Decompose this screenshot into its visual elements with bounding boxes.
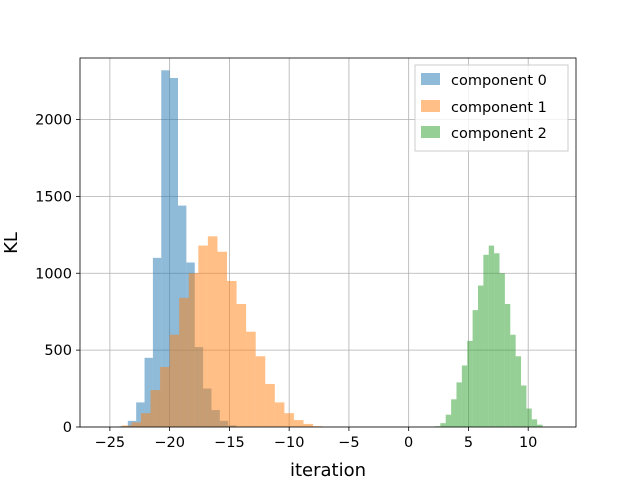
histogram-bar <box>456 382 462 427</box>
histogram-bar <box>160 367 170 427</box>
legend-swatch-component-0 <box>421 73 440 85</box>
x-tick-label: −5 <box>338 435 359 451</box>
series-component-2 <box>434 245 543 427</box>
histogram-bar <box>136 402 145 427</box>
y-tick-label: 0 <box>63 420 72 436</box>
histogram-bar <box>488 245 495 427</box>
plot-frame <box>79 57 577 428</box>
histogram-bar <box>284 413 294 427</box>
bars <box>119 70 543 428</box>
histogram-bar <box>227 280 237 427</box>
legend-swatch-component-2 <box>421 126 440 138</box>
histogram-bar <box>531 419 538 427</box>
y-axis-ticks: 0 500 1000 1500 2000 <box>35 113 80 436</box>
legend-label-component-1: component 1 <box>451 100 547 116</box>
histogram-bar <box>217 251 228 427</box>
histogram-bar <box>445 414 452 427</box>
histogram-bar <box>451 399 457 427</box>
histogram-bar <box>477 285 484 427</box>
histogram-bar <box>169 334 180 427</box>
histogram-bar <box>150 390 161 427</box>
x-axis-ticks: −25 −20 −15 −10 −5 0 5 10 <box>95 427 537 451</box>
histogram-bar <box>274 402 285 427</box>
histogram-bar <box>537 424 543 427</box>
legend-box <box>414 64 569 152</box>
histogram-bar <box>499 273 505 427</box>
x-tick-label: −10 <box>274 435 305 451</box>
histogram-bar <box>207 236 218 427</box>
histogram-bar <box>526 408 532 427</box>
histogram-bar <box>236 304 247 427</box>
histogram-bar <box>144 357 153 427</box>
histogram-bar <box>198 245 208 427</box>
histogram-bar <box>188 273 199 427</box>
histogram-bar <box>483 254 489 427</box>
x-tick-label: −15 <box>214 435 245 451</box>
series-component-1 <box>121 236 323 427</box>
histogram-bar <box>255 356 266 427</box>
x-tick-label: 5 <box>464 435 473 451</box>
histogram-bar <box>461 365 468 427</box>
histogram-bar <box>152 257 162 427</box>
histogram-bar <box>161 70 170 428</box>
x-tick-label: −20 <box>154 435 185 451</box>
histogram-bar <box>510 334 516 427</box>
y-tick-label: 1000 <box>35 266 72 282</box>
histogram-bar <box>515 356 522 427</box>
histogram-bar <box>472 310 478 427</box>
histogram-bar <box>121 425 132 427</box>
histogram-bar <box>179 297 189 427</box>
histogram-bar <box>467 340 473 427</box>
y-axis-label: KL <box>1 232 22 254</box>
histogram-bar <box>504 304 511 427</box>
histogram-bar <box>303 423 314 427</box>
x-axis-label: iteration <box>290 460 366 480</box>
legend: component 0 component 1 component 2 <box>414 64 569 152</box>
histogram-bar <box>494 253 500 427</box>
histogram-bar <box>140 413 151 427</box>
histogram-bar <box>521 385 527 427</box>
legend-swatch-component-1 <box>421 100 440 112</box>
histogram-bar <box>265 383 275 427</box>
x-tick-label: 0 <box>404 435 413 451</box>
legend-label-component-0: component 0 <box>451 73 547 89</box>
histogram-bar <box>131 422 141 427</box>
y-tick-label: 1500 <box>35 189 72 205</box>
histogram-bar <box>246 331 256 427</box>
histogram-bar <box>169 77 179 428</box>
histogram-bar <box>293 420 304 427</box>
x-tick-label: 10 <box>519 435 537 451</box>
y-tick-label: 2000 <box>35 113 72 129</box>
x-tick-label: −25 <box>95 435 126 451</box>
legend-label-component-2: component 2 <box>451 126 547 142</box>
y-tick-label: 500 <box>44 343 72 359</box>
histogram-bar <box>440 423 446 427</box>
